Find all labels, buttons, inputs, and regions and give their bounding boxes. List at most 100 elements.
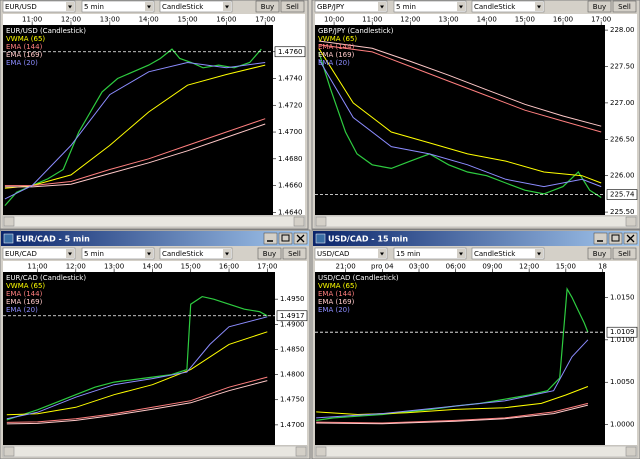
sell-button[interactable] (612, 247, 637, 260)
scroll-thumb[interactable] (315, 446, 327, 457)
scroll-thumb[interactable] (625, 216, 637, 227)
chart-window: EUR/CAD - 5 min EUR/CAD 5 min CandleStick Bu… (0, 229, 311, 459)
style-select[interactable] (471, 0, 545, 13)
buy-button[interactable] (587, 247, 612, 260)
x-tick-label: 16:00 (219, 263, 239, 271)
y-tick-label: 1.4700 (278, 128, 303, 136)
dropdown-glyph (537, 252, 541, 256)
legend-entry: EMA (144) (6, 43, 43, 51)
sell-label: Sell (288, 250, 301, 258)
dropdown-glyph (68, 252, 72, 256)
x-tick-label: 17:00 (591, 16, 611, 24)
y-tick-label: 1.4700 (280, 421, 305, 429)
x-tick-label: 15:00 (181, 263, 201, 271)
scroll-thumb[interactable] (293, 216, 305, 227)
dropdown-glyph (380, 5, 384, 9)
glyph (281, 234, 290, 242)
scroll-thumb[interactable] (3, 446, 15, 457)
chart-window: USD/CAD - 15 min USD/CAD 15 min CandleStick… (311, 229, 640, 459)
time-axis (3, 14, 305, 25)
x-tick-label: 17:00 (255, 16, 275, 24)
symbol-select-text: EUR/USD (5, 3, 37, 11)
scroll-bar[interactable] (314, 215, 638, 228)
window-min-button[interactable] (593, 232, 608, 245)
dropdown-glyph (68, 5, 72, 9)
interval-select[interactable] (81, 0, 155, 13)
indicator-line (318, 58, 602, 188)
current-price-box (606, 189, 638, 200)
plot-content (315, 40, 605, 199)
current-price-box (606, 326, 638, 338)
indicator-line (4, 64, 266, 189)
style-select[interactable] (159, 0, 233, 13)
buy-button[interactable] (587, 0, 612, 13)
indicator-line (4, 118, 266, 187)
symbol-select[interactable] (2, 0, 76, 13)
legend-entry: EMA (169) (6, 51, 43, 59)
price-axis (605, 25, 637, 215)
sell-button[interactable] (280, 0, 305, 13)
scroll-bar[interactable] (2, 215, 306, 228)
interval-select[interactable] (393, 247, 467, 260)
current-price-box (276, 310, 308, 322)
scroll-thumb[interactable] (295, 446, 307, 457)
window-max-button[interactable] (608, 232, 623, 245)
x-tick-label: 17:00 (257, 263, 277, 271)
y-tick-label: 1.4900 (280, 320, 305, 328)
legend-entry: VWMA (65) (318, 35, 357, 43)
indicator-line (6, 331, 268, 416)
legend-entry: EMA (169) (318, 51, 355, 59)
symbol-select[interactable] (314, 0, 388, 13)
buy-button[interactable] (255, 0, 280, 13)
current-price-label: 1.4917 (280, 312, 305, 320)
style-select[interactable] (159, 247, 233, 260)
current-price-label: 1.0109 (610, 328, 635, 336)
legend-entry: EMA (20) (6, 306, 38, 314)
y-tick-label: 1.4850 (280, 345, 305, 353)
sell-button[interactable] (612, 0, 637, 13)
current-price-box (274, 46, 306, 58)
price-axis (275, 272, 307, 445)
title-bar (1, 231, 309, 246)
scroll-thumb[interactable] (315, 216, 327, 227)
interval-select[interactable] (393, 0, 467, 13)
buy-label: Buy (261, 3, 274, 11)
y-tick-label: 226.00 (610, 172, 635, 180)
y-tick-label: 1.4950 (280, 295, 305, 303)
y-tick-label: 1.4750 (280, 396, 305, 404)
x-tick-label: 15:00 (556, 263, 576, 271)
scroll-thumb[interactable] (3, 216, 15, 227)
interval-select-text: 5 min (396, 3, 416, 11)
current-price-label: 1.4760 (278, 48, 303, 56)
symbol-select[interactable] (314, 247, 388, 260)
x-tick-label: 06:00 (446, 263, 466, 271)
style-select[interactable] (471, 247, 545, 260)
window-max-button[interactable] (278, 232, 293, 245)
chart-title: EUR/USD (Candlestick) (6, 27, 86, 35)
interval-select[interactable] (81, 247, 155, 260)
sell-label: Sell (618, 3, 631, 11)
scroll-bar[interactable] (314, 445, 638, 458)
sell-label: Sell (286, 3, 299, 11)
plot-content (3, 48, 273, 206)
indicator-line (318, 40, 602, 127)
indicator-line (318, 48, 602, 184)
scroll-bar[interactable] (2, 445, 308, 458)
plot-area (315, 25, 605, 215)
indicator-line (4, 61, 266, 200)
x-tick-label: 11:00 (22, 16, 42, 24)
sell-button[interactable] (282, 247, 307, 260)
symbol-select[interactable] (2, 247, 76, 260)
window-icon (3, 233, 14, 244)
legend-entry: EMA (144) (318, 43, 355, 51)
scroll-thumb[interactable] (625, 446, 637, 457)
window-min-button[interactable] (263, 232, 278, 245)
x-tick-label: 15:00 (515, 16, 535, 24)
window-title: USD/CAD - 15 min (328, 235, 408, 244)
x-tick-label: 16:00 (553, 16, 573, 24)
indicator-line (6, 380, 268, 425)
style-select-text: CandleStick (162, 3, 204, 11)
chart-title: USD/CAD (Candlestick) (318, 274, 399, 282)
buy-button[interactable] (257, 247, 282, 260)
